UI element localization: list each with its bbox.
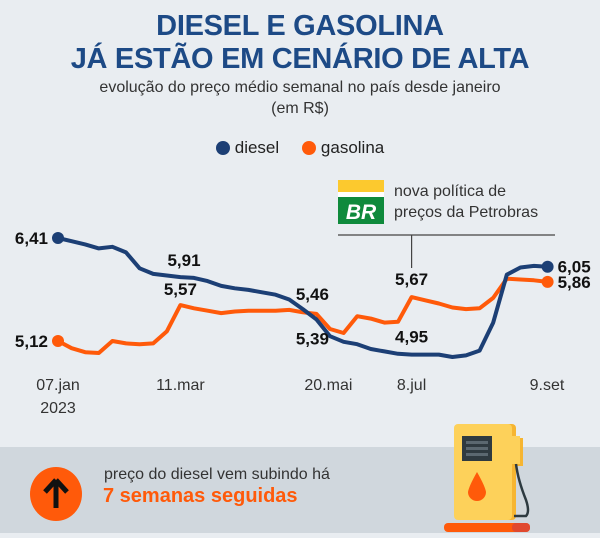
data-label-gasolina: 5,57: [164, 280, 197, 299]
data-label-diesel: 6,05: [558, 258, 591, 277]
data-label-gasolina: 5,67: [395, 270, 428, 289]
data-label-diesel: 4,95: [395, 328, 428, 347]
data-point-gasolina: [52, 335, 64, 347]
data-point-gasolina: [542, 276, 554, 288]
subtitle-line-1: evolução do preço médio semanal no país …: [0, 78, 600, 98]
x-tick-label: 8.jul: [397, 377, 426, 394]
data-label-gasolina: 5,46: [296, 285, 329, 304]
banner-text-line-1: preço do diesel vem subindo há: [104, 466, 330, 484]
x-tick-sublabel: 2023: [40, 400, 76, 417]
legend-label-gasolina: gasolina: [321, 138, 384, 158]
legend-dot-diesel-icon: [216, 141, 230, 155]
data-label-gasolina: 5,12: [15, 332, 48, 351]
x-tick-label: 11.mar: [156, 377, 205, 394]
x-tick-label: 07.jan: [36, 377, 80, 394]
title-line-2: JÁ ESTÃO EM CENÁRIO DE ALTA: [0, 42, 600, 76]
fuel-pump-icon: [442, 420, 542, 538]
title-line-1: DIESEL E GASOLINA: [0, 9, 600, 43]
data-point-diesel: [52, 232, 64, 244]
annotation-marker: [338, 235, 555, 268]
arrow-up-icon: [30, 467, 82, 521]
data-point-diesel: [542, 261, 554, 273]
x-tick-label: 20.mai: [304, 377, 352, 394]
subtitle-line-2: (em R$): [0, 99, 600, 119]
legend: diesel gasolina: [0, 138, 600, 160]
legend-item-gasolina: gasolina: [302, 138, 384, 158]
legend-item-diesel: diesel: [216, 138, 279, 158]
legend-dot-gasolina-icon: [302, 141, 316, 155]
legend-label-diesel: diesel: [235, 138, 279, 158]
x-tick-label: 9.set: [530, 377, 565, 394]
data-label-diesel: 5,39: [296, 329, 329, 348]
data-label-diesel: 5,91: [167, 251, 200, 270]
banner-text-line-2: 7 semanas seguidas: [103, 485, 298, 508]
data-label-diesel: 6,41: [15, 229, 48, 248]
